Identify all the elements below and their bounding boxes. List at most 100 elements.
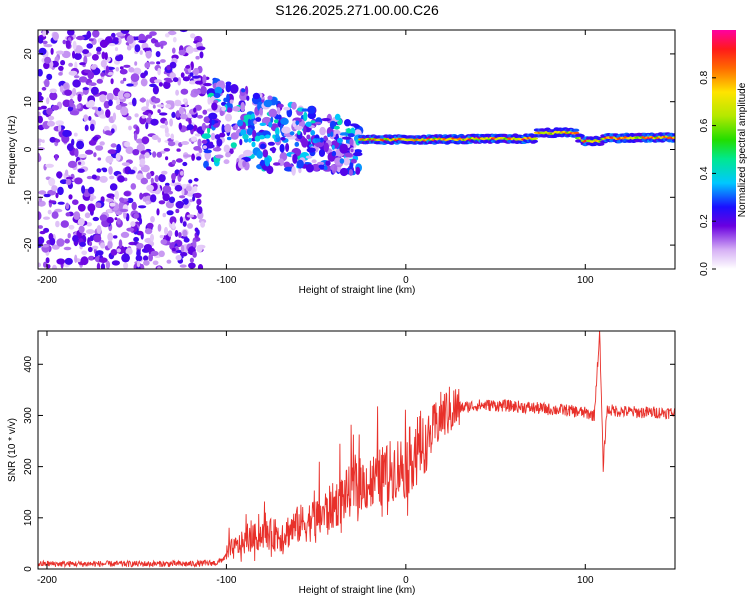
- spectrogram-cell: [162, 185, 172, 193]
- spectrogram-cell: [339, 132, 350, 136]
- spectrogram-cell: [229, 99, 234, 104]
- spectrogram-cell: [672, 138, 675, 143]
- spectrogram-cell: [38, 153, 41, 162]
- spectrogram-cell: [225, 152, 231, 158]
- spectrogram-cell: [341, 136, 352, 140]
- spectrogram-cell: [140, 78, 148, 87]
- spectrogram-cell: [96, 46, 102, 53]
- spectrogram-cell: [153, 97, 161, 104]
- spectrogram-cell: [247, 137, 252, 143]
- spectrogram-cell: [164, 182, 170, 187]
- spectrogram-cell: [276, 106, 281, 115]
- spectrogram-cell: [46, 97, 50, 105]
- spectrogram-cell: [283, 106, 291, 111]
- spectrogram-cell: [246, 127, 253, 136]
- spectrogram-cell: [60, 220, 69, 228]
- spectrogram-cell: [90, 123, 95, 132]
- spectrogram-cell: [173, 140, 180, 146]
- spectrogram-cell: [91, 174, 97, 180]
- colorbar-tick-label: 0.2: [699, 214, 710, 228]
- spectrogram-cell: [182, 98, 187, 103]
- spectrogram-cell: [133, 132, 138, 141]
- spectrogram-cell: [67, 160, 77, 168]
- spectrogram-cell: [170, 133, 174, 140]
- spectrogram-cell: [99, 94, 107, 103]
- colorbar-tick-label: 0.0: [699, 262, 710, 276]
- spectrogram-cell: [42, 40, 48, 45]
- spectrogram-cell: [152, 151, 157, 158]
- spectrogram-cell: [77, 168, 85, 173]
- spectrogram-cell: [150, 177, 154, 184]
- spectrogram-cell: [150, 118, 159, 126]
- spectrogram-cell: [74, 52, 82, 61]
- spectrogram-cell: [250, 113, 255, 119]
- spectrogram-cell: [83, 114, 89, 122]
- spectrogram-x-tick-label: -200: [37, 275, 57, 286]
- spectrogram-cell: [272, 134, 276, 139]
- spectrogram-cell: [127, 169, 136, 174]
- spectrogram-cell: [114, 47, 119, 52]
- spectrogram-cell: [149, 83, 157, 88]
- spectrogram-cell: [176, 148, 181, 152]
- spectrogram-cell: [110, 78, 114, 85]
- spectrogram-cell: [116, 98, 120, 106]
- spectrogram-cell: [133, 81, 138, 86]
- snr-y-tick-label: 0: [23, 566, 34, 572]
- spectrogram-cell: [166, 210, 174, 216]
- spectrogram-cell: [133, 213, 139, 219]
- spectrogram-cell: [263, 99, 273, 108]
- spectrogram-cell: [99, 175, 108, 183]
- spectrogram-cell: [51, 211, 59, 219]
- spectrogram-cell: [171, 173, 176, 181]
- spectrogram-cell: [105, 65, 109, 74]
- spectrogram-y-tick-label: -10: [23, 190, 34, 205]
- spectrogram-cell: [93, 152, 97, 158]
- spectrogram-cell: [188, 118, 192, 125]
- spectrogram-cell: [119, 66, 124, 70]
- spectrogram-cell: [285, 143, 290, 152]
- spectrogram-cell: [229, 84, 239, 94]
- spectrogram-cell: [294, 125, 304, 130]
- spectrogram-cell: [115, 67, 120, 72]
- spectrogram-cell: [107, 240, 113, 249]
- spectrogram-cell: [97, 157, 102, 161]
- snr-x-tick-label: 0: [403, 575, 409, 586]
- spectrogram-cell: [117, 90, 126, 100]
- spectrogram-cell: [119, 68, 128, 75]
- spectrogram-cell: [57, 124, 62, 132]
- spectrogram-cell: [219, 132, 226, 138]
- spectrogram-cell: [295, 120, 300, 126]
- spectrogram-cell: [67, 233, 71, 239]
- spectrogram-cell: [51, 185, 58, 192]
- spectrogram-cell: [240, 129, 247, 136]
- spectrogram-cell: [279, 143, 285, 153]
- spectrogram-cell: [182, 76, 190, 82]
- spectrogram-cell: [135, 255, 143, 262]
- spectrogram-cell: [93, 234, 102, 243]
- spectrogram-cell: [211, 119, 215, 126]
- spectrogram-cell: [179, 216, 183, 224]
- spectrogram-cell: [291, 166, 296, 176]
- spectrogram-cell: [172, 77, 179, 83]
- spectrogram-cell: [178, 232, 182, 238]
- spectrogram-cell: [193, 107, 197, 113]
- spectrogram-cell: [38, 262, 41, 268]
- spectrogram-cell: [144, 227, 153, 235]
- spectrogram-cell: [160, 43, 164, 49]
- spectrogram-cell: [144, 61, 151, 69]
- spectrogram-cell: [273, 119, 279, 124]
- spectrogram-cell: [301, 108, 309, 112]
- spectrogram-cell: [151, 134, 159, 140]
- spectrogram-cell: [306, 134, 311, 140]
- spectrogram-cell: [96, 225, 102, 234]
- spectrogram-cell: [672, 136, 675, 139]
- spectrogram-cell: [76, 35, 85, 41]
- spectrogram-cell: [157, 137, 161, 143]
- spectrogram-cell: [96, 78, 104, 84]
- spectrogram-cell: [196, 244, 203, 253]
- spectrogram-cell: [203, 82, 212, 87]
- spectrogram-cell: [174, 101, 182, 107]
- spectrogram-cell: [339, 158, 345, 164]
- spectrogram-cell: [130, 221, 136, 227]
- spectrogram-cell: [38, 138, 43, 143]
